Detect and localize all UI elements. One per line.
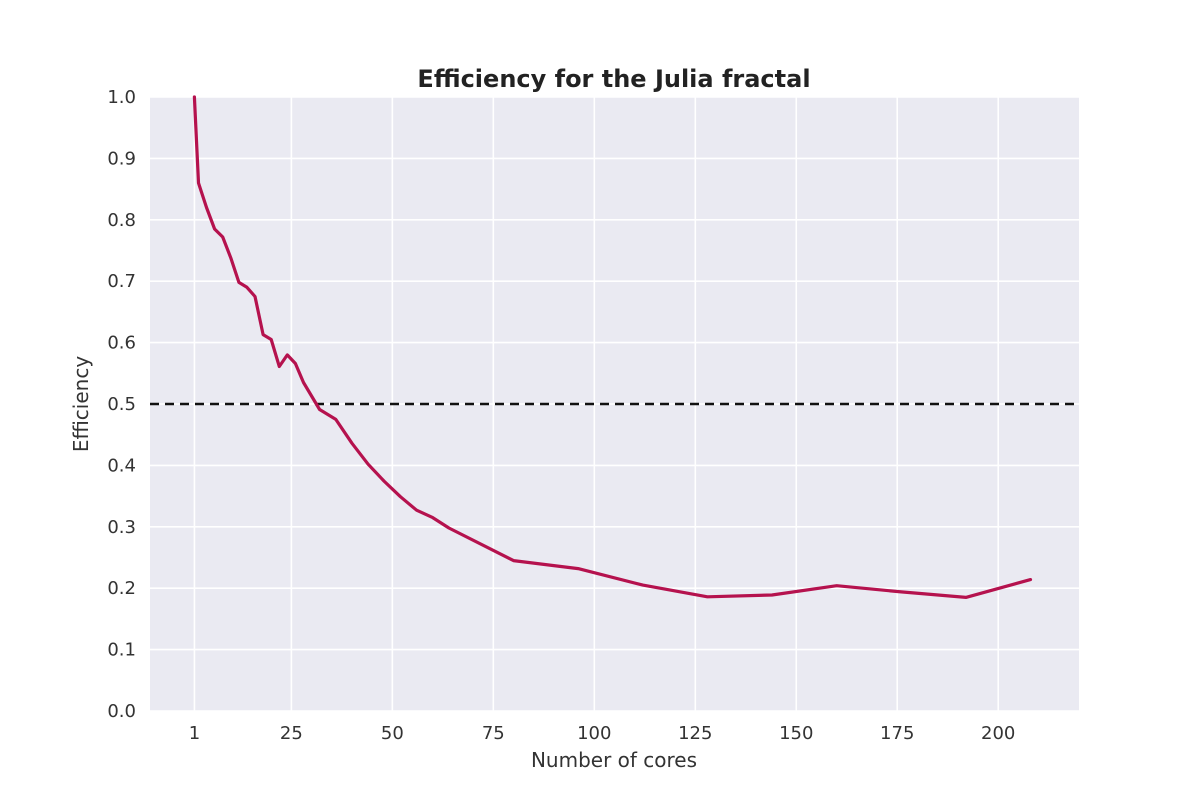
- y-tick-label: 0.8: [107, 210, 136, 231]
- y-tick-label: 0.5: [107, 394, 136, 415]
- y-tick-label: 0.0: [107, 701, 136, 722]
- y-tick-label: 0.4: [107, 455, 136, 476]
- x-axis-ticks: 1 25 50 75 100 125 150 175 200: [189, 723, 1016, 744]
- y-tick-label: 0.7: [107, 271, 136, 292]
- y-tick-label: 0.3: [107, 517, 136, 538]
- x-axis-label: Number of cores: [531, 748, 697, 772]
- y-axis-ticks: 0.0 0.1 0.2 0.3 0.4 0.5 0.6 0.7 0.8 0.9 1.0: [107, 87, 136, 722]
- x-tick-label: 200: [981, 723, 1015, 744]
- x-tick-label: 100: [577, 723, 611, 744]
- y-tick-label: 0.2: [107, 578, 136, 599]
- x-tick-label: 125: [678, 723, 712, 744]
- x-tick-label: 25: [280, 723, 303, 744]
- y-tick-label: 0.1: [107, 640, 136, 661]
- x-tick-label: 150: [779, 723, 813, 744]
- grid: [150, 96, 1079, 712]
- x-tick-label: 75: [482, 723, 505, 744]
- y-tick-label: 1.0: [107, 87, 136, 108]
- y-tick-label: 0.9: [107, 148, 136, 169]
- y-tick-label: 0.6: [107, 333, 136, 354]
- x-tick-label: 175: [880, 723, 914, 744]
- chart-title: Efficiency for the Julia fractal: [417, 65, 810, 93]
- y-axis-label: Efficiency: [69, 356, 93, 453]
- series-efficiency-line: [192, 95, 1033, 599]
- x-tick-label: 1: [189, 723, 200, 744]
- x-tick-label: 50: [381, 723, 404, 744]
